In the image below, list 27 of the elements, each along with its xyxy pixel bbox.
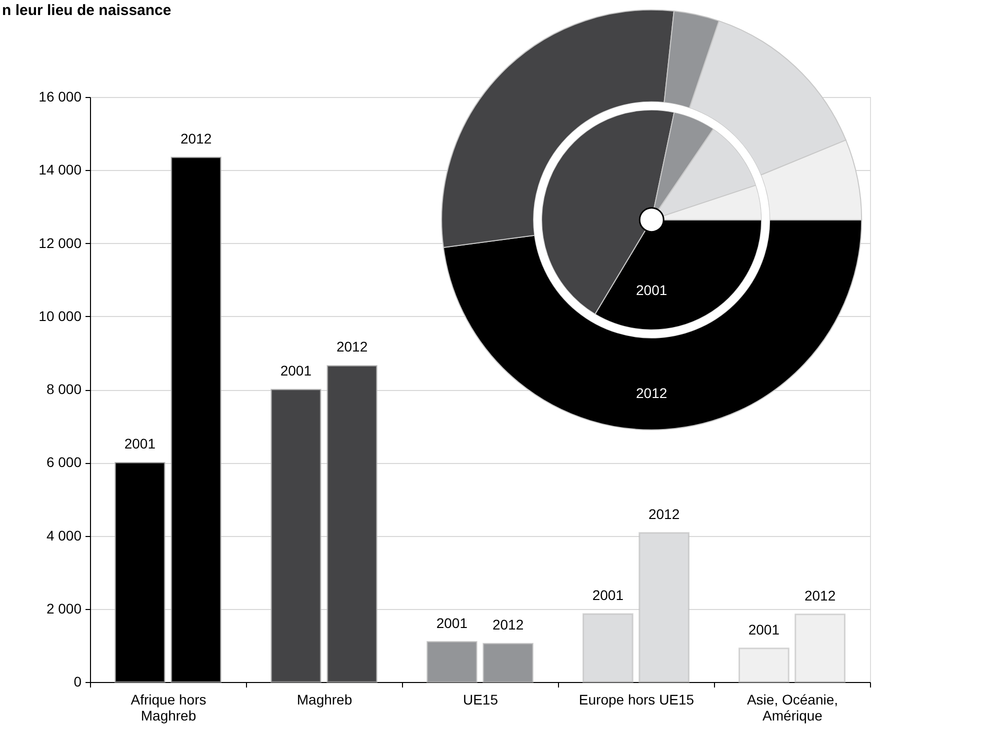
y-tick-label: 6 000 (46, 454, 82, 470)
y-tick-label: 12 000 (38, 234, 82, 251)
x-tick-label: Europe hors UE15 (578, 692, 694, 708)
text: 2001 (592, 586, 624, 603)
y-tick-label: 14 000 (38, 162, 82, 178)
slice-label: 2001 (636, 282, 668, 298)
chart-title: n leur lieu de naissance (2, 2, 172, 19)
x-tick-label: Asie, Océanie, Amérique (746, 692, 838, 724)
text: 2012 (648, 506, 680, 522)
y-tick-label: 16 000 (38, 88, 82, 104)
y-tick-label: 10 000 (38, 308, 82, 324)
y-tick-label: 8 000 (46, 381, 82, 397)
text: 2012 (336, 338, 368, 355)
slice-label: 2012 (636, 384, 668, 401)
text: 2001 (748, 621, 780, 638)
y-tick-label: 2 000 (46, 600, 82, 616)
y-tick-label: 4 000 (46, 527, 82, 544)
x-tick-label: Maghreb (296, 692, 352, 708)
series-label: 2012 (180, 130, 212, 146)
x-tick-label: Afrique hors Maghreb (130, 692, 206, 724)
text: 2012 (492, 616, 524, 633)
x-tick-label: UE15 (462, 692, 498, 708)
text: 2001 (436, 614, 468, 631)
text: 2012 (804, 587, 836, 604)
series-label: 2001 (124, 436, 156, 452)
text: 2001 (280, 362, 312, 378)
y-tick-label: 0 (74, 674, 82, 690)
